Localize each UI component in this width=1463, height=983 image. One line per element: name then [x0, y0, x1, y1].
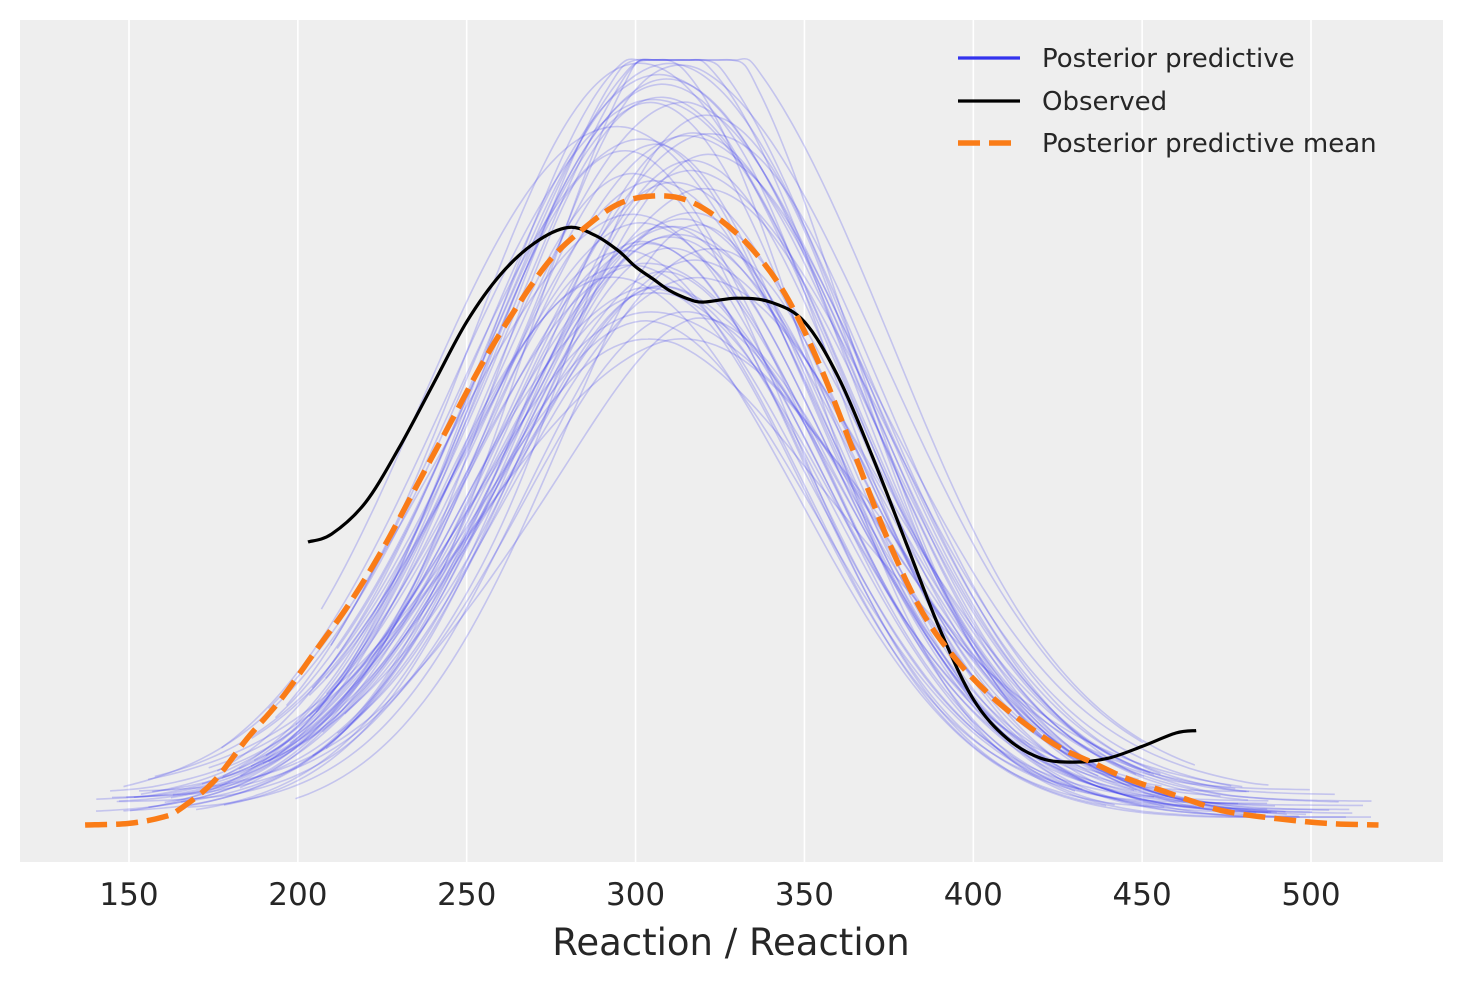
posterior-predictive-draw [325, 225, 1299, 817]
posterior-predictive-draw [148, 270, 1257, 814]
posterior-predictive-draw [195, 285, 1115, 811]
x-axis-ticks: 150 200 250 300 350 400 450 500 [99, 877, 1340, 913]
grid [128, 20, 1312, 862]
posterior-predictive-draw [223, 247, 1076, 806]
posterior-predictive-draw [285, 62, 1300, 818]
posterior-predictive-draw [123, 132, 1313, 813]
x-tick-label: 400 [944, 877, 1003, 913]
posterior-predictive-draw [147, 338, 1243, 788]
posterior-predictive-draw [325, 222, 1272, 813]
observed-line [307, 225, 1197, 764]
x-tick-label: 250 [437, 877, 496, 913]
posterior-predictive-draw [312, 58, 1137, 792]
posterior-predictive-draw [265, 311, 1307, 816]
posterior-predictive-draw [251, 64, 1144, 744]
posterior-predictive-draw [295, 149, 1269, 802]
posterior-predictive-draw [164, 249, 1165, 808]
legend-label-posterior-predictive-mean: Posterior predictive mean [1042, 129, 1377, 159]
posterior-predictive-draw [133, 132, 1161, 799]
x-tick-label: 300 [606, 877, 665, 913]
posterior-predictive-draw [222, 101, 1277, 814]
x-tick-label: 150 [99, 877, 158, 913]
posterior-predictive-draw [268, 213, 1269, 814]
posterior-predictive-draw [123, 73, 1151, 788]
posterior-predictive-draw [220, 98, 1330, 811]
posterior-predictive-draw [322, 319, 1350, 811]
posterior-predictive-draw [337, 292, 1162, 787]
posterior-predictive-draw [152, 153, 1247, 793]
x-tick-label: 200 [268, 877, 327, 913]
posterior-predictive-draw [336, 58, 1310, 791]
posterior-predictive-draw [95, 96, 1353, 814]
posterior-predictive-draw [344, 211, 1372, 802]
plot-background [20, 20, 1443, 862]
posterior-predictive-draw [96, 286, 1083, 800]
posterior-predictive-draw [126, 218, 1221, 798]
posterior-predictive-draw [262, 236, 1250, 793]
legend-label-posterior-predictive: Posterior predictive [1042, 44, 1295, 74]
posterior-predictive-draw [172, 225, 1079, 796]
legend: Posterior predictive Observed Posterior … [958, 44, 1377, 159]
posterior-predictive-draw [308, 101, 1269, 786]
posterior-predictive-draw [180, 159, 1276, 807]
x-axis-title: Reaction / Reaction [552, 921, 909, 964]
posterior-predictive-draw [240, 233, 1268, 810]
posterior-predictive-draw [208, 337, 1236, 790]
x-tick-label: 500 [1281, 877, 1340, 913]
posterior-predictive-draw [216, 62, 1137, 776]
posterior-predictive-draw [238, 134, 1145, 778]
posterior-predictive-mean-line [84, 193, 1379, 828]
posterior-predictive-draw [268, 172, 1107, 807]
posterior-predictive-draw [253, 187, 1335, 796]
x-tick-label: 350 [775, 877, 834, 913]
posterior-predictive-draw [187, 247, 1201, 808]
posterior-predictive-draw [170, 143, 1239, 805]
posterior-predictive-draw [250, 264, 1197, 807]
posterior-predictive-draw [110, 169, 1232, 792]
posterior-predictive-draw [325, 262, 1286, 813]
posterior-predictive-draw [274, 78, 1249, 801]
posterior-predictive-draw [118, 242, 1268, 805]
posterior-predictive-draw [154, 57, 1196, 778]
posterior-predictive-draw [295, 223, 1080, 800]
posterior-predictive-draw [330, 138, 1371, 818]
posterior-predictive-draw [315, 58, 1249, 818]
legend-label-observed: Observed [1042, 87, 1167, 117]
posterior-predictive-draw [239, 181, 1254, 818]
posterior-predictive-draw [140, 240, 1155, 798]
posterior-predictive-draw [129, 276, 1346, 818]
posterior-predictive-draw [111, 310, 1099, 799]
posterior-predictive-draw [311, 58, 1339, 803]
posterior-predictive-draw [116, 114, 1077, 803]
x-tick-label: 450 [1113, 877, 1172, 913]
posterior-predictive-draw [221, 259, 1155, 779]
